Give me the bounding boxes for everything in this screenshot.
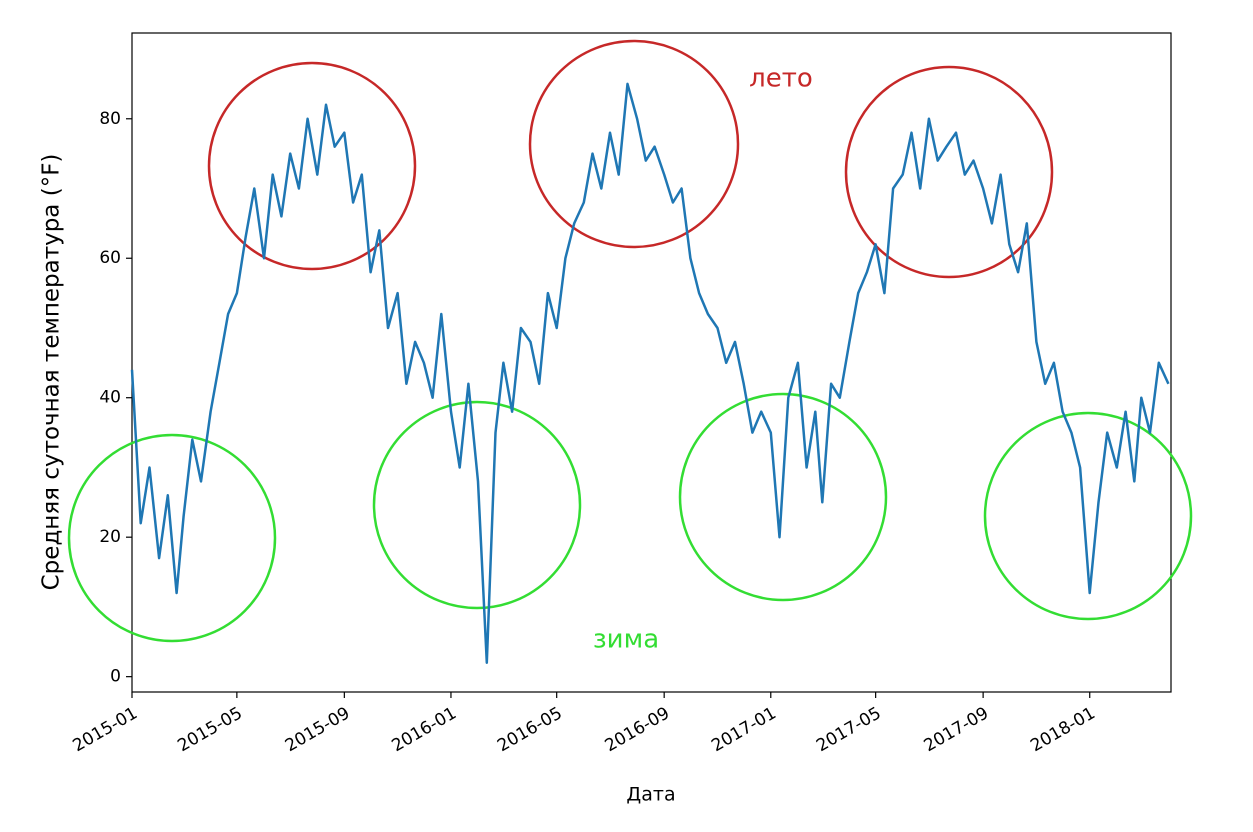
- winter-circle: [372, 400, 582, 610]
- highlight-circles: [67, 39, 1193, 643]
- summer-circle: [528, 39, 740, 249]
- x-tick-label: 2018-01: [1027, 703, 1099, 756]
- x-tick-label: 2017-01: [708, 703, 780, 756]
- y-tick-label: 40: [99, 388, 121, 408]
- plot-frame: [131, 32, 1172, 693]
- x-tick-label: 2016-01: [388, 703, 460, 756]
- summer-circle: [844, 65, 1054, 279]
- x-tick-label: 2017-09: [921, 703, 993, 756]
- x-tick-label: 2017-05: [813, 703, 885, 756]
- y-axis-label: Средняя суточная температура (°F): [39, 154, 65, 591]
- y-tick-label: 20: [99, 527, 121, 547]
- temperature-line: [130, 82, 1170, 664]
- winter-circle: [67, 433, 277, 643]
- x-tick-label: 2015-09: [282, 703, 354, 756]
- annotation: лето: [749, 64, 813, 94]
- y-tick-label: 80: [99, 109, 121, 129]
- x-tick-label: 2015-05: [174, 703, 246, 756]
- summer-circle: [207, 61, 417, 271]
- annotation: зима: [593, 625, 659, 655]
- x-axis-label: Дата: [626, 784, 675, 806]
- x-tick-label: 2016-09: [602, 703, 674, 756]
- winter-circle: [678, 392, 888, 602]
- x-tick-label: 2016-05: [494, 703, 566, 756]
- y-tick-label: 60: [99, 248, 121, 268]
- y-tick-label: 0: [110, 667, 121, 687]
- x-tick-label: 2015-01: [69, 703, 141, 756]
- winter-circle: [983, 411, 1193, 621]
